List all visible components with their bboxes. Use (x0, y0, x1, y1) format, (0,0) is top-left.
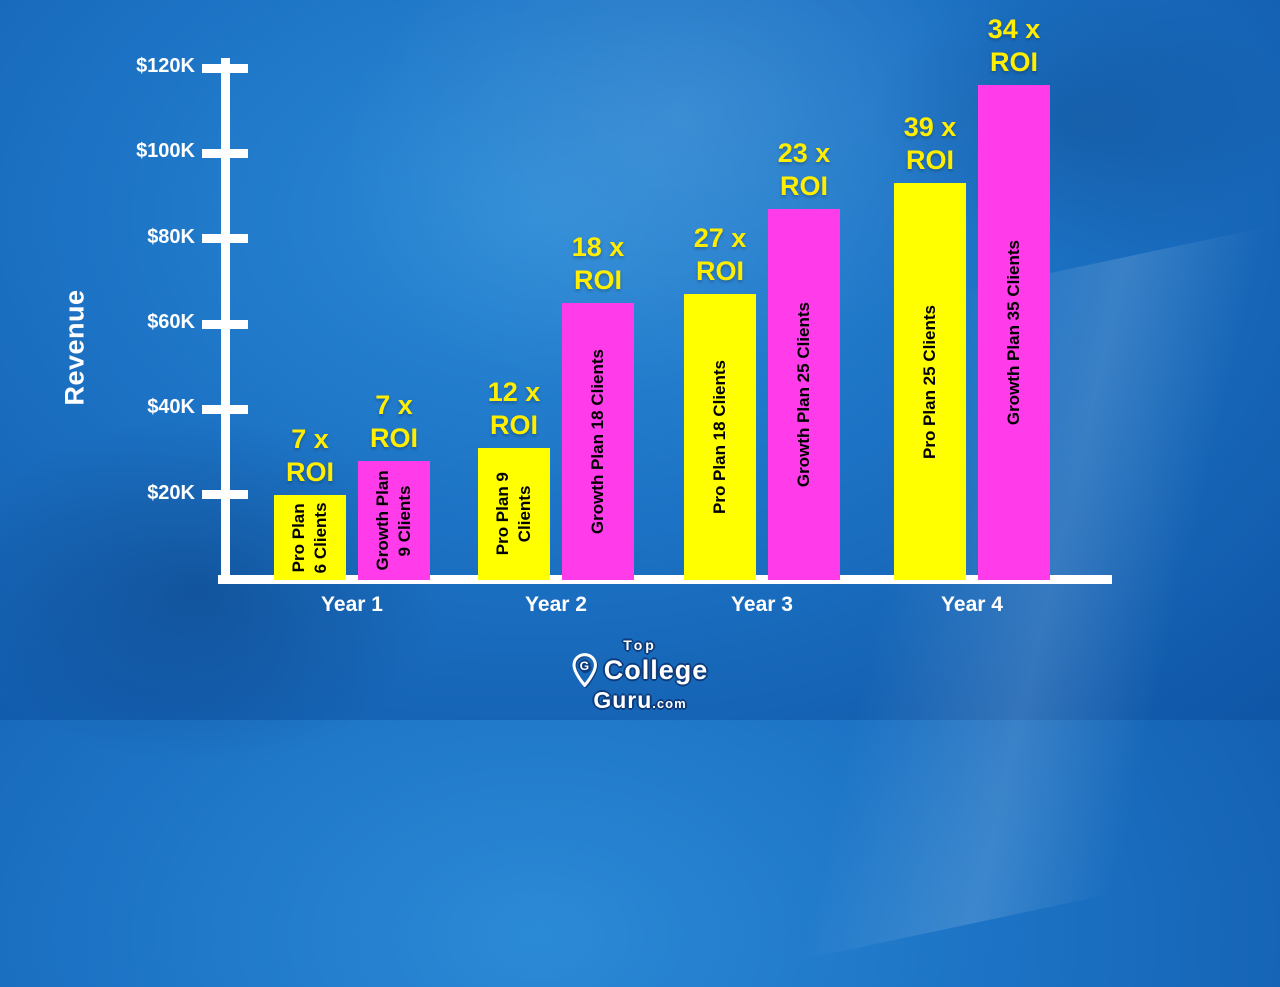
roi-label: 34 x ROI (987, 14, 1041, 78)
y-axis-tick (202, 490, 248, 500)
bar-client-label: Growth Plan 18 Clients (587, 348, 607, 534)
y-axis-tick (202, 63, 248, 73)
bar-client-label: Pro Plan 9 Clients (492, 472, 534, 556)
x-category-label: Year 2 (525, 593, 587, 616)
bar-client-label: Growth Plan 9 Clients (372, 470, 414, 571)
x-category-label: Year 4 (941, 593, 1003, 616)
bar-client-label: Pro Plan 6 Clients (288, 501, 330, 573)
roi-label: 7 x ROI (285, 423, 334, 487)
y-axis-tick-label: $20K (147, 481, 195, 504)
top-college-guru-logo: Top G College Guru.com (572, 637, 709, 714)
logo-guru-text: Guru.com (572, 687, 709, 714)
bar-pro-plan-year-3: Pro Plan 18 Clients (684, 294, 756, 580)
x-axis-line (218, 575, 1112, 584)
y-axis-tick (202, 404, 248, 414)
roi-label: 39 x ROI (903, 112, 957, 176)
logo-college-text: College (603, 654, 709, 685)
roi-label: 12 x ROI (487, 376, 541, 440)
y-axis-line (221, 58, 230, 580)
bar-pro-plan-year-2: Pro Plan 9 Clients (478, 447, 550, 580)
location-pin-icon: G (572, 653, 597, 687)
bar-growth-plan-year-1: Growth Plan 9 Clients (358, 460, 430, 580)
bar-client-label: Growth Plan 35 Clients (1003, 239, 1023, 426)
bar-client-label: Pro Plan 25 Clients (919, 304, 939, 459)
bar-pro-plan-year-4: Pro Plan 25 Clients (894, 183, 966, 580)
y-axis-tick-label: $40K (147, 396, 195, 419)
logo-com-suffix: .com (652, 696, 687, 711)
logo-top-text: Top (623, 637, 657, 653)
svg-text:G: G (580, 659, 590, 673)
x-category-label: Year 3 (731, 593, 793, 616)
x-category-label: Year 1 (321, 593, 383, 616)
y-axis-tick (202, 234, 248, 244)
bar-client-label: Pro Plan 18 Clients (709, 360, 729, 515)
y-axis-tick-label: $60K (147, 311, 195, 333)
bar-growth-plan-year-3: Growth Plan 25 Clients (768, 208, 840, 580)
y-axis-tick-label: $120K (136, 55, 195, 77)
roi-label: 7 x ROI (369, 389, 418, 453)
y-axis-tick-label: $100K (136, 140, 195, 163)
y-axis-tick-label: $80K (147, 225, 195, 248)
bar-growth-plan-year-2: Growth Plan 18 Clients (562, 302, 634, 580)
roi-label: 23 x ROI (777, 137, 831, 201)
y-axis-tick (202, 319, 248, 329)
y-axis-title: Revenue (59, 289, 90, 406)
bar-pro-plan-year-1: Pro Plan 6 Clients (274, 494, 346, 580)
roi-bar-chart: Revenue $20K $40K $60K $80K $100K $120K Year 1… (59, 14, 1112, 616)
roi-label: 18 x ROI (571, 231, 625, 295)
y-axis-tick (202, 148, 248, 158)
logo-guru-word: Guru (593, 687, 653, 713)
bar-client-label: Growth Plan 25 Clients (793, 301, 813, 487)
bar-growth-plan-year-4: Growth Plan 35 Clients (978, 85, 1050, 580)
roi-label: 27 x ROI (693, 223, 747, 287)
